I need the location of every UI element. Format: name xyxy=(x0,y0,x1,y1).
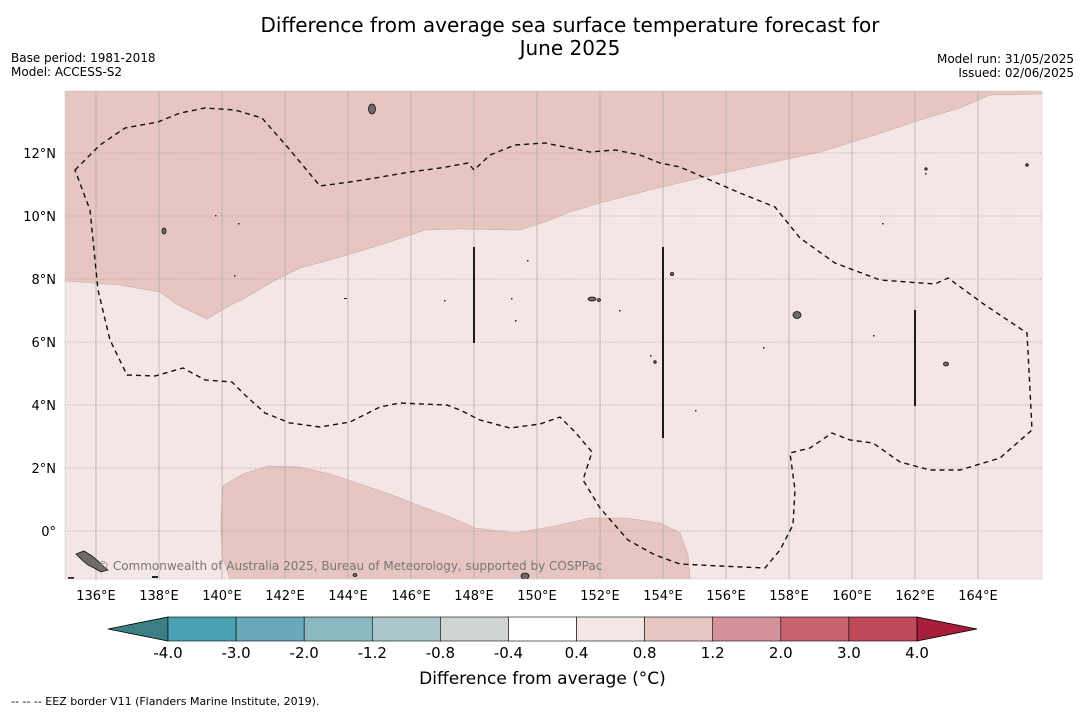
eez-border xyxy=(74,107,1033,569)
model-name: Model: ACCESS-S2 xyxy=(11,65,123,79)
island-small-5 xyxy=(924,167,928,171)
colorbar-tick-label: 1.2 xyxy=(701,644,725,662)
lon-label: 154°E xyxy=(643,589,683,604)
lon-label: 164°E xyxy=(958,589,998,604)
colorbar-segment xyxy=(371,616,441,642)
lat-label: 10°N xyxy=(23,210,56,225)
colorbar-segment xyxy=(167,616,237,642)
island-guam xyxy=(368,103,376,115)
copyright-watermark: © Commonwealth of Australia 2025, Bureau… xyxy=(97,559,602,573)
latitude-gridlines xyxy=(65,152,1042,532)
lon-label: 148°E xyxy=(454,589,494,604)
colorbar: -4.0 -3.0 -2.0 -1.2 -0.8 -0.4 0.4 0.8 1.2 2.0 3.0 4… xyxy=(107,616,978,662)
lon-label: 142°E xyxy=(265,589,305,604)
longitude-tick-labels: 136°E 138°E 140°E 142°E 144°E 146°E 148°… xyxy=(76,589,998,604)
colorbar-tick-label: -0.8 xyxy=(426,644,455,662)
title-line-2: June 2025 xyxy=(519,36,621,60)
colorbar-tick-label: 2.0 xyxy=(769,644,793,662)
island-pohnpei xyxy=(792,311,802,319)
lat-label: 12°N xyxy=(23,147,56,162)
colorbar-tick-label: -2.0 xyxy=(290,644,319,662)
eez-boundary-lines xyxy=(473,247,916,438)
colorbar-tick-label: 0.4 xyxy=(565,644,589,662)
colorbar-tick-label: -1.2 xyxy=(358,644,387,662)
island-small-6 xyxy=(352,573,358,577)
colorbar-segment xyxy=(780,616,850,642)
island-small-2 xyxy=(597,298,601,302)
island-manus xyxy=(520,572,530,579)
lon-label: 162°E xyxy=(895,589,935,604)
colorbar-label: Difference from average (°C) xyxy=(419,669,666,689)
lat-label: 2°N xyxy=(32,462,57,477)
colorbar-over-arrow xyxy=(916,616,978,642)
colorbar-segment xyxy=(848,616,918,642)
island-small-1 xyxy=(670,271,675,276)
colorbar-segment xyxy=(712,616,782,642)
colorbar-segment xyxy=(644,616,714,642)
run-info: Model run: 31/05/2025 Issued: 02/06/2025 xyxy=(937,52,1074,80)
longitude-gridlines xyxy=(95,91,979,579)
colorbar-segment xyxy=(440,616,509,642)
latitude-tick-labels: 12°N 10°N 8°N 6°N 4°N 2°N 0° xyxy=(23,147,56,540)
colorbar-segment xyxy=(576,616,645,642)
island-small-3 xyxy=(653,360,657,364)
lon-label: 158°E xyxy=(769,589,809,604)
map-title: Difference from average sea surface temp… xyxy=(170,14,970,60)
lat-label: 0° xyxy=(41,525,56,540)
colorbar-tick-label: -4.0 xyxy=(153,644,182,662)
atoll-dots xyxy=(68,173,927,579)
issued-date: Issued: 02/06/2025 xyxy=(958,66,1074,80)
colorbar-tick-label: -0.4 xyxy=(494,644,523,662)
colorbar-under-arrow xyxy=(107,616,169,642)
title-line-1: Difference from average sea surface temp… xyxy=(260,13,880,37)
lon-label: 144°E xyxy=(328,589,368,604)
colorbar-tick-label: 3.0 xyxy=(837,644,861,662)
lon-label: 160°E xyxy=(832,589,872,604)
lat-label: 8°N xyxy=(32,273,57,288)
lon-label: 150°E xyxy=(517,589,557,604)
lon-label: 138°E xyxy=(139,589,179,604)
island-small-4 xyxy=(1025,163,1029,167)
lon-label: 136°E xyxy=(76,589,116,604)
colorbar-tick-label: 0.8 xyxy=(633,644,657,662)
anomaly-region-warm-north xyxy=(65,91,1042,320)
lon-label: 152°E xyxy=(580,589,620,604)
island-kosrae xyxy=(943,361,949,367)
lon-label: 156°E xyxy=(706,589,746,604)
colorbar-segment xyxy=(235,616,305,642)
model-run: Model run: 31/05/2025 xyxy=(936,52,1074,66)
island-palau xyxy=(75,550,109,573)
land-islands xyxy=(75,103,1029,579)
island-chuuk xyxy=(587,296,597,302)
lat-label: 6°N xyxy=(32,336,57,351)
colorbar-tick-label: -3.0 xyxy=(221,644,250,662)
eez-legend: -- -- -- EEZ border V11 (Flanders Marine… xyxy=(11,695,320,708)
anomaly-region-warm-south xyxy=(220,465,691,579)
lon-label: 146°E xyxy=(391,589,431,604)
lon-label: 140°E xyxy=(202,589,242,604)
map-frame xyxy=(64,90,1043,580)
island-yap xyxy=(161,227,167,235)
lat-label: 4°N xyxy=(32,399,57,414)
model-info: Base period: 1981-2018 Model: ACCESS-S2 xyxy=(11,51,156,79)
base-period: Base period: 1981-2018 xyxy=(11,51,156,65)
colorbar-segment xyxy=(508,616,577,642)
colorbar-tick-label: 4.0 xyxy=(905,644,929,662)
colorbar-segment xyxy=(303,616,373,642)
